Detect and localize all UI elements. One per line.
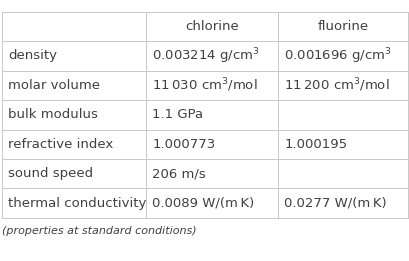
Text: 1.000195: 1.000195	[283, 138, 346, 151]
Text: fluorine: fluorine	[317, 20, 368, 33]
Text: molar volume: molar volume	[8, 79, 100, 92]
Text: 0.003214 g/cm$^3$: 0.003214 g/cm$^3$	[152, 46, 259, 66]
Text: 11 030 cm$^3$/mol: 11 030 cm$^3$/mol	[152, 76, 257, 94]
Text: 0.0277 W/(m K): 0.0277 W/(m K)	[283, 197, 386, 210]
Text: 1.1 GPa: 1.1 GPa	[152, 108, 203, 121]
Text: bulk modulus: bulk modulus	[8, 108, 98, 121]
Text: refractive index: refractive index	[8, 138, 113, 151]
Text: thermal conductivity: thermal conductivity	[8, 197, 146, 210]
Text: 0.0089 W/(m K): 0.0089 W/(m K)	[152, 197, 254, 210]
Text: (properties at standard conditions): (properties at standard conditions)	[2, 226, 196, 236]
Text: 1.000773: 1.000773	[152, 138, 215, 151]
Text: chlorine: chlorine	[185, 20, 238, 33]
Text: density: density	[8, 49, 57, 62]
Text: 206 m/s: 206 m/s	[152, 167, 206, 180]
Text: 0.001696 g/cm$^3$: 0.001696 g/cm$^3$	[283, 46, 391, 66]
Text: 11 200 cm$^3$/mol: 11 200 cm$^3$/mol	[283, 76, 389, 94]
Text: sound speed: sound speed	[8, 167, 93, 180]
